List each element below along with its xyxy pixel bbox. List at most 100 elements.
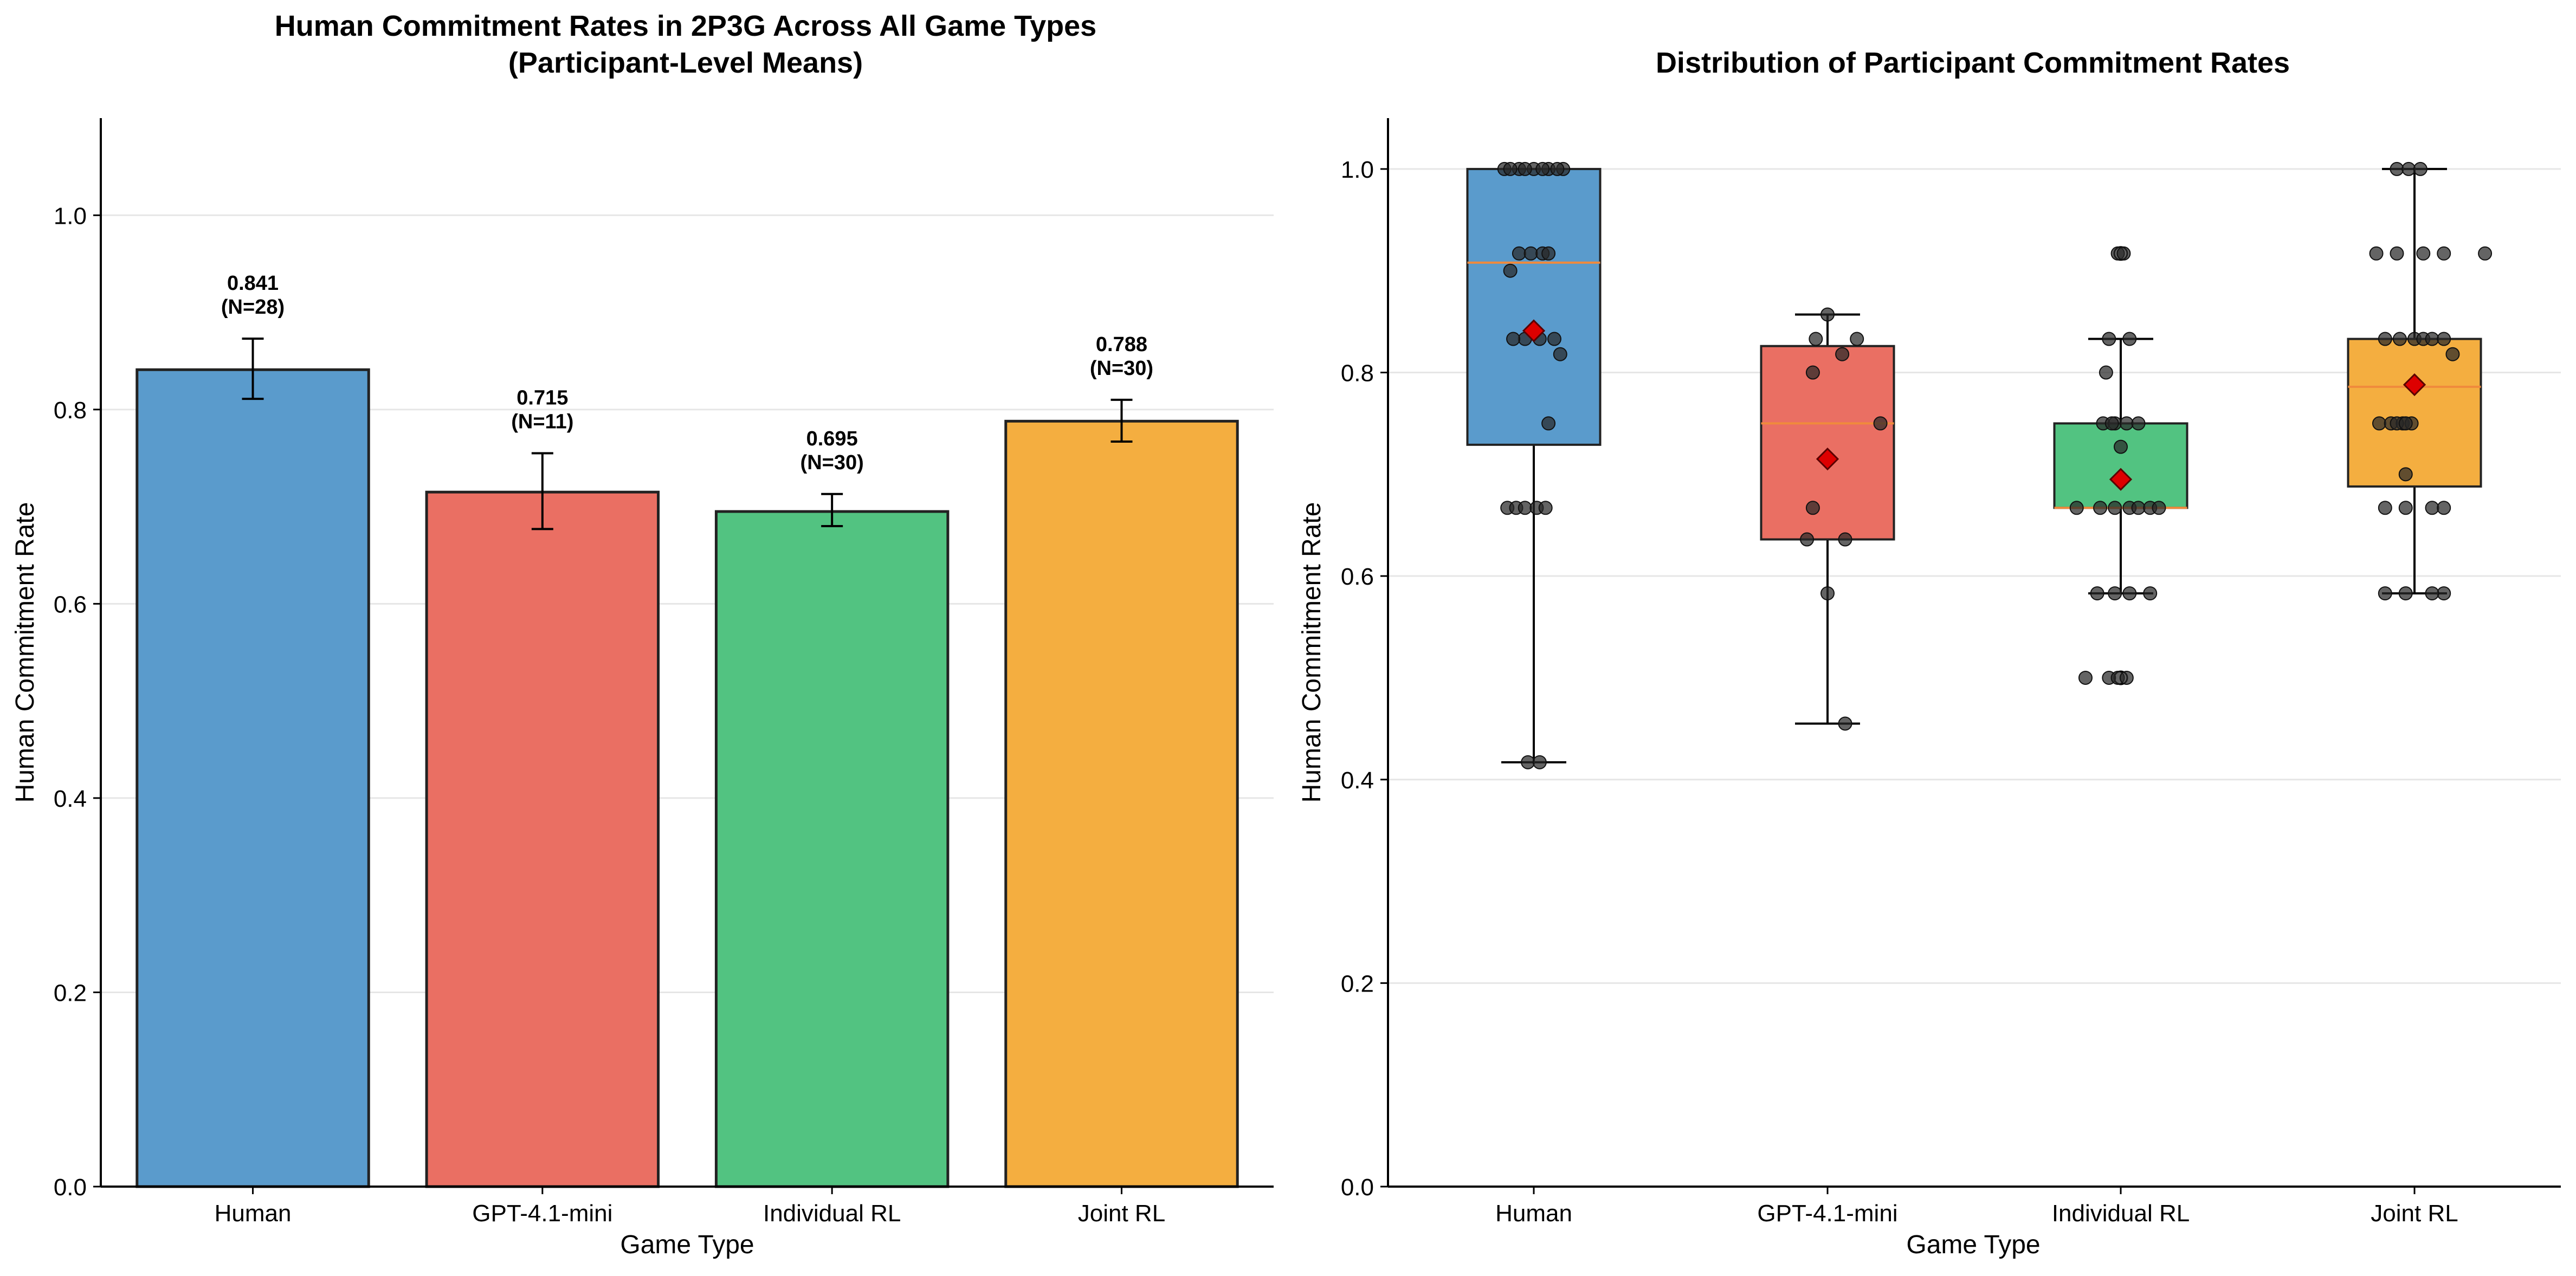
data-point — [1541, 416, 1556, 431]
data-point — [1873, 416, 1888, 431]
bar-chart-y-tick-label: 0.6 — [54, 591, 87, 618]
data-point — [2119, 416, 2134, 431]
bar-chart-y-tick-label: 0.4 — [54, 786, 87, 812]
data-point — [1805, 365, 1820, 380]
data-point — [2478, 246, 2493, 261]
data-point — [1820, 586, 1835, 601]
box-plot-panel: Distribution of Participant Commitment R… — [1297, 47, 2561, 1259]
data-point — [2090, 586, 2104, 601]
box-plot-x-ticks: Human GPT-4.1-mini Individual RL Joint RL — [1495, 1187, 2458, 1227]
bar-chart-y-label: Human Commitment Rate — [11, 502, 40, 803]
data-point — [2392, 332, 2407, 346]
bar-chart-annotations: 0.841(N=28)0.715(N=11)0.695(N=30)0.788(N… — [221, 272, 1153, 474]
data-point — [2416, 246, 2431, 261]
mean-marker-1 — [1816, 448, 1839, 471]
bar-chart-x-tick-label: GPT-4.1-mini — [472, 1200, 612, 1227]
data-point — [2131, 501, 2146, 515]
bar-chart-title: Human Commitment Rates in 2P3G Across Al… — [275, 10, 1096, 42]
data-point — [2401, 161, 2416, 176]
data-point — [1809, 332, 1823, 346]
bar-value-label: 0.841 — [227, 272, 279, 295]
bar-chart-y-ticks: 0.0 0.2 0.4 0.6 0.8 1.0 — [54, 203, 101, 1201]
bar-chart-x-tick-label: Joint RL — [1078, 1200, 1165, 1227]
box-0 — [1466, 167, 1602, 446]
box-plot-y-tick-label: 0.2 — [1341, 970, 1374, 997]
bar-chart-x-ticks: Human GPT-4.1-mini Individual RL Joint RL — [215, 1187, 1165, 1227]
data-point — [2069, 501, 2084, 515]
data-point — [1805, 501, 1820, 515]
box-plot-boxes — [1466, 167, 2482, 763]
data-point — [2108, 501, 2122, 515]
data-point — [2378, 501, 2392, 515]
data-point — [2378, 332, 2392, 346]
data-point — [1512, 246, 1526, 261]
data-point — [2437, 586, 2451, 601]
data-point — [1521, 755, 1535, 769]
data-point — [1800, 532, 1815, 547]
data-point — [2369, 246, 2384, 261]
data-point — [2425, 586, 2439, 601]
bar-chart-x-tick-label: Human — [215, 1200, 292, 1227]
data-point — [1835, 347, 1850, 361]
mean-marker-3 — [2403, 373, 2426, 397]
mean-marker-2 — [2109, 468, 2133, 491]
bar-chart-y-tick-label: 0.2 — [54, 980, 87, 1006]
bar-3 — [1004, 419, 1239, 1188]
box-plot-y-tick-label: 0.0 — [1341, 1174, 1374, 1201]
data-point — [2116, 246, 2131, 261]
data-point — [2143, 586, 2158, 601]
data-point — [1550, 161, 1565, 176]
bar-count-label: (N=30) — [800, 451, 864, 474]
box-plot-x-tick-label: Individual RL — [2052, 1200, 2190, 1227]
data-point — [1506, 332, 1521, 346]
data-point — [2437, 246, 2451, 261]
data-point — [2390, 246, 2404, 261]
box-plot-title: Distribution of Participant Commitment R… — [1656, 47, 2290, 79]
data-point — [2099, 365, 2113, 380]
data-point — [2372, 416, 2386, 431]
data-point — [2398, 501, 2413, 515]
data-point — [2122, 332, 2137, 346]
data-point — [2114, 439, 2128, 454]
data-point — [1518, 161, 1532, 176]
bar-value-label: 0.695 — [806, 428, 858, 450]
data-point — [2108, 586, 2122, 601]
data-point — [1538, 501, 1553, 515]
data-point — [1518, 501, 1532, 515]
data-point — [2413, 161, 2427, 176]
box-plot-y-tick-label: 0.4 — [1341, 767, 1374, 794]
box-plot-x-tick-label: Joint RL — [2371, 1200, 2458, 1227]
bar-count-label: (N=30) — [1090, 357, 1153, 380]
bar-count-label: (N=11) — [511, 410, 573, 433]
bar-chart-subtitle: (Participant-Level Means) — [508, 47, 863, 79]
data-point — [2437, 501, 2451, 515]
bar-count-label: (N=28) — [221, 296, 285, 319]
data-point — [2119, 670, 2134, 685]
box-plot-y-tick-label: 1.0 — [1341, 157, 1374, 183]
bar-chart-y-tick-label: 0.0 — [54, 1174, 87, 1201]
data-point — [1547, 332, 1561, 346]
data-point — [2122, 586, 2137, 601]
box-3 — [2347, 338, 2482, 488]
bar-2 — [714, 510, 950, 1188]
box-plot-points — [1497, 161, 2493, 769]
bar-chart-x-label: Game Type — [620, 1230, 754, 1259]
data-point — [2093, 501, 2108, 515]
data-point — [2398, 586, 2413, 601]
bar-value-label: 0.715 — [517, 386, 568, 409]
data-point — [1541, 246, 1556, 261]
data-point — [2390, 161, 2404, 176]
bar-1 — [425, 490, 660, 1188]
data-point — [1820, 307, 1835, 322]
data-point — [1553, 347, 1567, 361]
box-2 — [2053, 422, 2188, 509]
box-plot-y-tick-label: 0.6 — [1341, 563, 1374, 590]
data-point — [1838, 532, 1852, 547]
box-1 — [1760, 345, 1895, 541]
box-plot-y-ticks: 0.0 0.2 0.4 0.6 0.8 1.0 — [1341, 157, 1388, 1201]
data-point — [2378, 586, 2392, 601]
data-point — [2398, 467, 2413, 482]
data-point — [2425, 332, 2439, 346]
data-point — [2445, 347, 2460, 361]
